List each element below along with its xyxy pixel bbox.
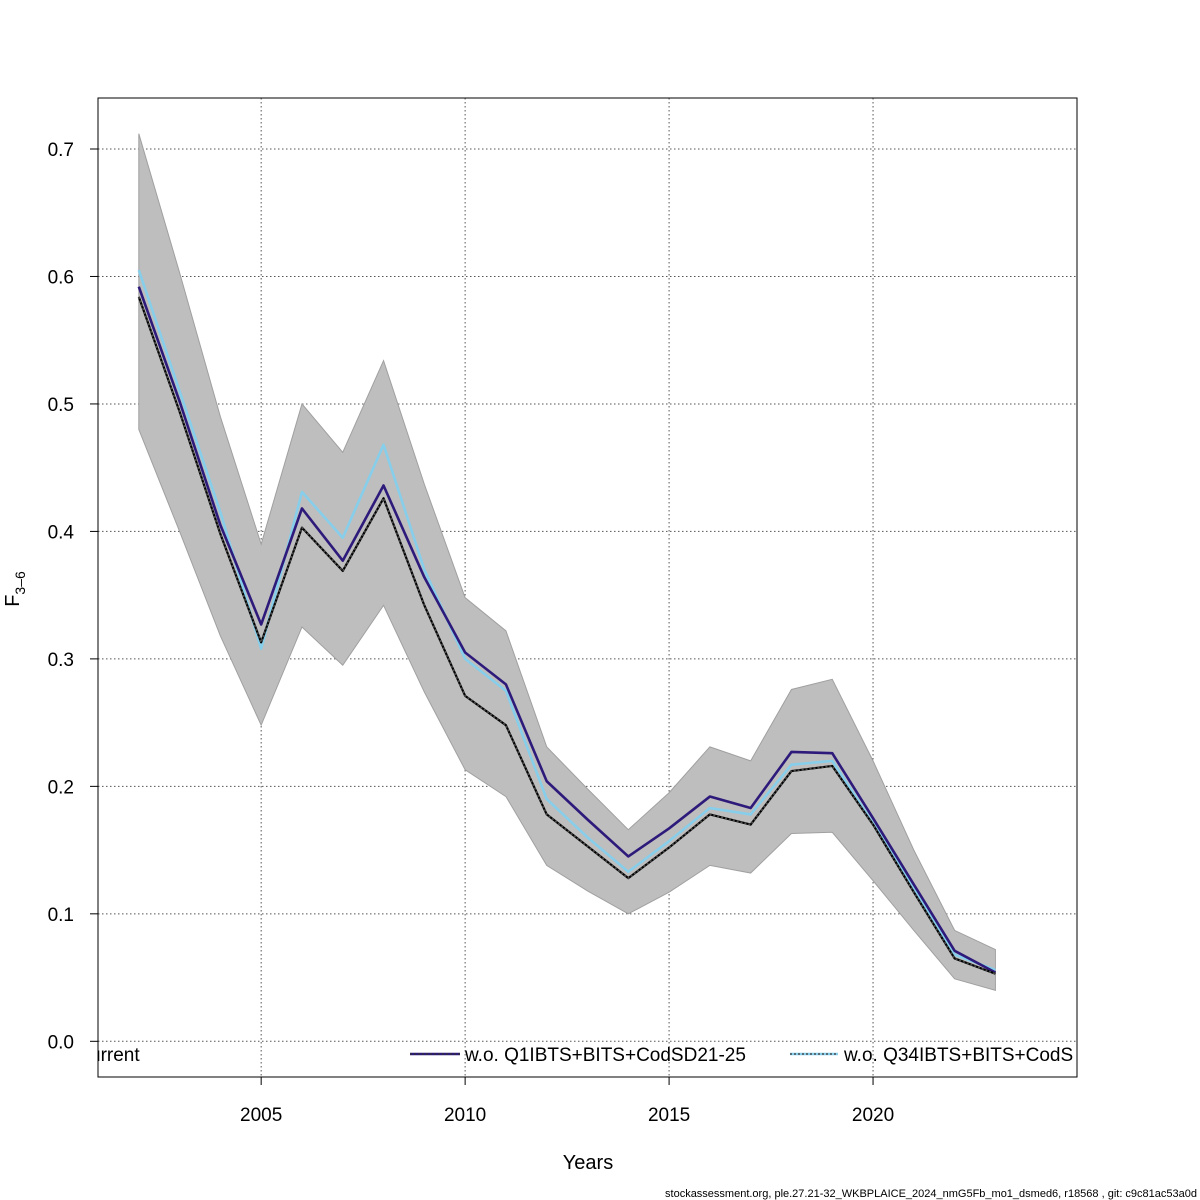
- y-axis-label: F3–6: [2, 571, 28, 607]
- x-tick-label: 2020: [852, 1105, 894, 1126]
- y-tick-label: 0.0: [48, 1032, 74, 1053]
- y-tick-label: 0.5: [48, 395, 74, 416]
- series-line-0: [137, 296, 996, 975]
- x-axis-label: Years: [563, 1152, 613, 1174]
- y-tick-label: 0.1: [48, 905, 74, 926]
- legend-label-1: w.o. Q1IBTS+BITS+CodSD21-25: [464, 1045, 746, 1066]
- x-tick-label: 2010: [444, 1105, 486, 1126]
- x-tick-label: 2015: [648, 1105, 690, 1126]
- y-axis-label-main: F: [2, 595, 24, 607]
- y-tick-label: 0.3: [48, 650, 74, 671]
- y-tick-label: 0.6: [48, 267, 74, 288]
- x-tick-label: 2005: [240, 1105, 282, 1126]
- y-axis: 0.0 0.1 0.2 0.3 0.4 0.5 0.6 0.7: [48, 140, 98, 1053]
- legend-items: urrent w.o. Q1IBTS+BITS+CodSD21-25 w.o. Q3…: [90, 1045, 1073, 1066]
- y-tick-label: 0.2: [48, 777, 74, 798]
- ci-band-area: [138, 133, 996, 991]
- legend-label-2: w.o. Q34IBTS+BITS+CodS: [843, 1045, 1073, 1066]
- gridlines: [98, 98, 1077, 1077]
- legend-label-0: urrent: [90, 1045, 140, 1066]
- plot-frame: [97, 97, 1078, 1078]
- svg-text:F3–6: F3–6: [2, 571, 28, 607]
- confidence-band: [138, 133, 996, 991]
- footer-source-text: stockassessment.org, ple.27.21-32_WKBPLA…: [665, 1188, 1197, 1200]
- y-tick-label: 0.7: [48, 140, 74, 161]
- legend: urrent w.o. Q1IBTS+BITS+CodSD21-25 w.o. Q3…: [90, 1045, 1073, 1066]
- y-axis-label-subscript: 3–6: [12, 571, 28, 595]
- y-tick-label: 0.4: [48, 522, 75, 543]
- x-axis: 2005 2010 2015 2020: [240, 1077, 894, 1126]
- series-lines: [137, 269, 997, 975]
- series-line-1: [137, 286, 997, 974]
